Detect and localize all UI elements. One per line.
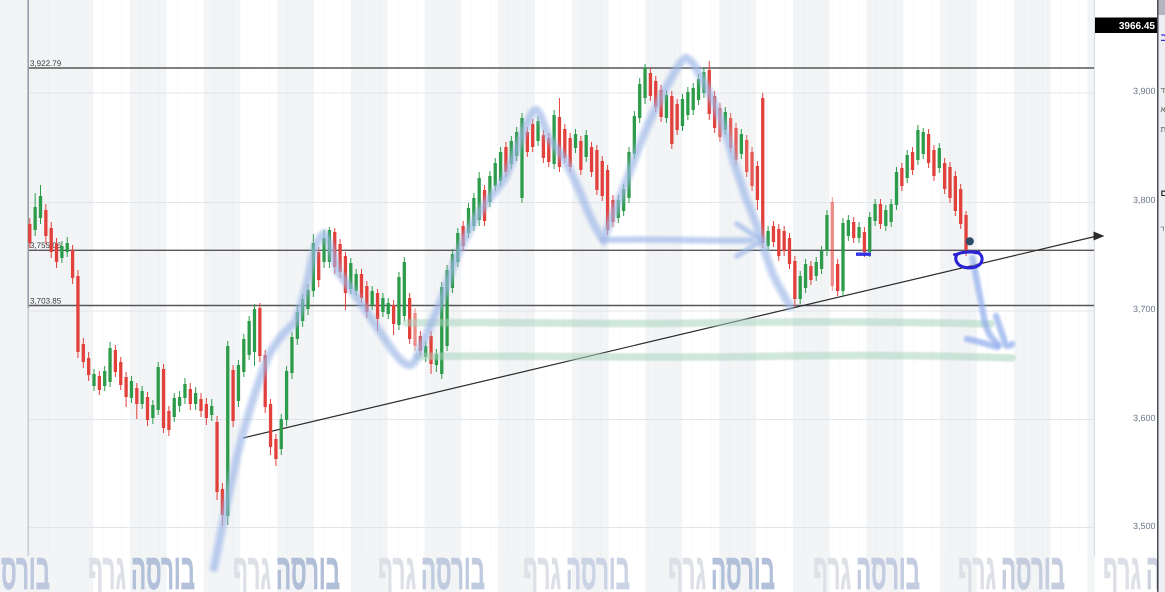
svg-text:3,922.79: 3,922.79 — [30, 59, 62, 68]
svg-text:3,900: 3,900 — [1133, 86, 1156, 96]
svg-text:ת: ת — [1161, 125, 1165, 134]
svg-text:3,500: 3,500 — [1133, 521, 1156, 531]
svg-text:3,703.85: 3,703.85 — [30, 296, 62, 305]
svg-text:גרף: גרף — [378, 543, 416, 592]
svg-text:בורסה: בורסה — [566, 543, 630, 592]
svg-text:בורסה: בורסה — [421, 543, 485, 592]
svg-text:בורסה: בורסה — [856, 543, 920, 592]
svg-text:בורסה: בורסה — [1001, 543, 1065, 592]
svg-text:א: א — [1161, 105, 1165, 114]
svg-text:גרף: גרף — [813, 543, 851, 592]
svg-text:3,755.06: 3,755.06 — [30, 241, 62, 250]
svg-text:בורסה: בורסה — [276, 543, 340, 592]
svg-text:בורסה: בורסה — [131, 543, 195, 592]
svg-text:ב: ב — [1161, 32, 1165, 44]
svg-text:גרף: גרף — [958, 543, 996, 592]
svg-text:בורסה: בורסה — [0, 543, 50, 592]
svg-text:גרף: גרף — [233, 543, 271, 592]
svg-text:ד: ד — [1161, 226, 1165, 233]
svg-text:ד: ד — [1161, 86, 1165, 95]
svg-text:3966.45: 3966.45 — [1119, 21, 1156, 32]
svg-text:3,600: 3,600 — [1133, 413, 1156, 423]
svg-text:3,800: 3,800 — [1133, 195, 1156, 205]
svg-text:בורסה: בורסה — [711, 543, 775, 592]
svg-text:גרף: גרף — [88, 543, 126, 592]
svg-text:גרף: גרף — [668, 543, 706, 592]
svg-text:ם: ם — [1161, 188, 1165, 198]
svg-text:3,700: 3,700 — [1133, 304, 1156, 314]
svg-text:גרף: גרף — [523, 543, 561, 592]
